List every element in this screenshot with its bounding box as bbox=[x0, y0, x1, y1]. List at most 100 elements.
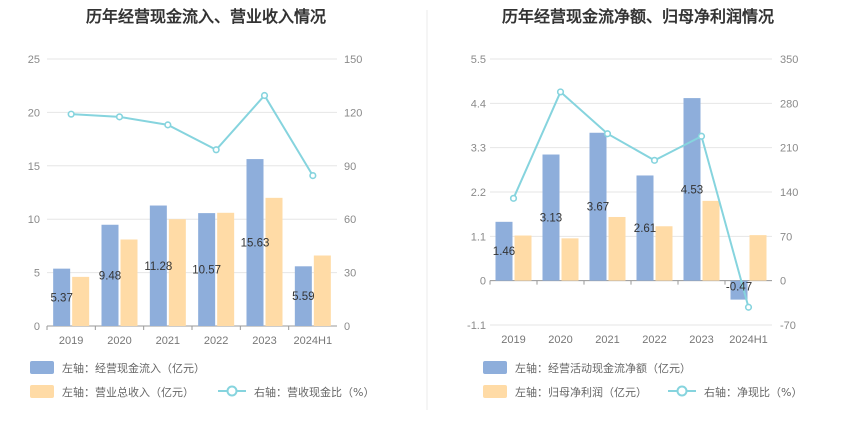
ratio-point[interactable] bbox=[164, 121, 172, 129]
bar-secondary[interactable] bbox=[265, 197, 283, 326]
legend: 左轴：经营活动现金流净额（亿元） 左轴：归母净利润（亿元） 右轴：净现比（%） bbox=[483, 361, 802, 399]
x-axis-tick-label: 2020 bbox=[107, 335, 131, 347]
right-axis-tick-label: 120 bbox=[344, 107, 362, 119]
x-axis-tick-label: 2024H1 bbox=[294, 335, 333, 347]
bar-data-label: 15.63 bbox=[241, 238, 270, 250]
legend-label-net-profit[interactable]: 左轴：归母净利润（亿元） bbox=[515, 385, 647, 399]
bar-primary[interactable] bbox=[246, 159, 264, 326]
ratio-point[interactable] bbox=[556, 88, 565, 96]
left-axis-tick-label: 3.3 bbox=[471, 143, 486, 155]
legend-marker-ratio bbox=[676, 385, 688, 397]
bar-secondary[interactable] bbox=[608, 216, 626, 281]
right-axis-tick-label: 90 bbox=[344, 161, 356, 173]
left-axis-tick-label: 5 bbox=[34, 268, 40, 280]
right-axis-tick-label: 150 bbox=[344, 54, 362, 66]
bar-secondary[interactable] bbox=[702, 200, 720, 281]
x-axis-tick-label: 2022 bbox=[642, 334, 666, 346]
ratio-point[interactable] bbox=[260, 91, 269, 100]
bar-primary[interactable] bbox=[636, 175, 654, 281]
ratio-point[interactable] bbox=[744, 303, 753, 311]
plot-area: 0 0 5 30 10 60 15 90 20 120 25 150 2019 2020 2021 2022 2… bbox=[28, 54, 363, 347]
bar-primary[interactable] bbox=[294, 266, 312, 326]
plot-area: -1.1 -70 0 0 1.1 70 2.2 140 3.3 210 4.4 280 5.5 350 20… bbox=[467, 54, 798, 346]
right-axis-tick-label: 210 bbox=[780, 143, 798, 155]
x-axis-tick-label: 2019 bbox=[59, 335, 83, 347]
left-axis-tick-label: 0 bbox=[34, 321, 40, 333]
bar-data-label: 3.67 bbox=[587, 202, 609, 214]
bar-secondary[interactable] bbox=[120, 239, 138, 326]
right-axis-tick-label: 140 bbox=[780, 187, 798, 199]
x-axis-tick-label: 2021 bbox=[156, 335, 180, 347]
bar-primary[interactable] bbox=[495, 221, 513, 281]
legend-swatch-net-cashflow bbox=[483, 361, 507, 374]
ratio-point[interactable] bbox=[212, 146, 220, 154]
bar-secondary[interactable] bbox=[514, 235, 532, 281]
legend-swatch-cash-inflow bbox=[30, 361, 54, 374]
ratio-point[interactable] bbox=[67, 110, 75, 118]
left-axis-tick-label: 5.5 bbox=[471, 54, 486, 66]
bar-data-label: 10.57 bbox=[192, 265, 221, 277]
bar-secondary[interactable] bbox=[655, 226, 673, 281]
ratio-point[interactable] bbox=[309, 171, 317, 180]
bar-secondary[interactable] bbox=[749, 235, 767, 281]
bar-primary[interactable] bbox=[542, 154, 560, 281]
bar-data-label: 5.37 bbox=[50, 292, 72, 304]
bar-data-label: -0.47 bbox=[726, 282, 752, 294]
bar-secondary[interactable] bbox=[217, 212, 235, 326]
legend-label-ratio[interactable]: 右轴：净现比（%） bbox=[704, 385, 802, 399]
left-axis-tick-label: 0 bbox=[480, 276, 486, 288]
left-axis-tick-label: 4.4 bbox=[471, 98, 486, 110]
chart-title: 历年经营现金流净额、归母净利润情况 bbox=[502, 7, 774, 26]
ratio-point[interactable] bbox=[650, 156, 659, 164]
bar-data-label: 5.59 bbox=[292, 291, 314, 303]
ratio-point[interactable] bbox=[115, 113, 124, 121]
x-axis-tick-label: 2022 bbox=[204, 335, 228, 347]
legend-marker-ratio bbox=[226, 385, 238, 397]
x-axis-tick-label: 2024H1 bbox=[729, 334, 768, 346]
legend-label-net-cashflow[interactable]: 左轴：经营活动现金流净额（亿元） bbox=[515, 361, 691, 375]
legend-label-cash-inflow[interactable]: 左轴：经营现金流入（亿元） bbox=[62, 361, 205, 375]
left-axis-tick-label: -1.1 bbox=[467, 320, 486, 332]
left-axis-tick-label: 2.2 bbox=[471, 187, 486, 199]
bar-data-label: 11.28 bbox=[144, 261, 172, 273]
x-axis-tick-label: 2021 bbox=[595, 334, 619, 346]
right-axis-tick-label: 70 bbox=[780, 231, 792, 243]
chart-panel-cashflow-inflow: 历年经营现金流入、营业收入情况 0 0 5 30 10 60 15 90 20 120 25 150 2… bbox=[28, 7, 375, 399]
right-axis-tick-label: 0 bbox=[780, 276, 786, 288]
legend: 左轴：经营现金流入（亿元） 左轴：营业总收入（亿元） 右轴：营收现金比（%） bbox=[30, 361, 374, 399]
bar-data-label: 9.48 bbox=[99, 270, 121, 282]
right-axis-tick-label: 350 bbox=[780, 54, 798, 66]
legend-label-ratio[interactable]: 右轴：营收现金比（%） bbox=[254, 385, 374, 399]
bar-primary[interactable] bbox=[101, 224, 119, 326]
right-axis-tick-label: 30 bbox=[344, 268, 356, 280]
bar-secondary[interactable] bbox=[72, 276, 90, 326]
chart-title: 历年经营现金流入、营业收入情况 bbox=[86, 7, 326, 26]
bar-data-label: 4.53 bbox=[681, 184, 703, 196]
bar-data-label: 2.61 bbox=[634, 223, 656, 235]
x-axis-tick-label: 2023 bbox=[252, 335, 276, 347]
legend-swatch-net-profit bbox=[483, 385, 507, 398]
legend-swatch-revenue bbox=[30, 385, 54, 398]
ratio-point[interactable] bbox=[697, 132, 706, 140]
ratio-line bbox=[512, 90, 750, 308]
left-axis-tick-label: 25 bbox=[28, 54, 40, 66]
bar-primary[interactable] bbox=[53, 268, 71, 326]
bar-secondary[interactable] bbox=[168, 219, 186, 326]
bar-data-label: 3.13 bbox=[540, 213, 562, 225]
x-axis-tick-label: 2019 bbox=[501, 334, 525, 346]
right-axis-tick-label: 0 bbox=[344, 321, 350, 333]
legend-label-revenue[interactable]: 左轴：营业总收入（亿元） bbox=[62, 385, 194, 399]
right-axis-tick-label: 280 bbox=[780, 98, 798, 110]
bar-primary[interactable] bbox=[589, 132, 607, 281]
ratio-point[interactable] bbox=[509, 194, 518, 202]
bar-primary[interactable] bbox=[149, 205, 167, 326]
bar-primary[interactable] bbox=[198, 213, 216, 326]
left-axis-tick-label: 1.1 bbox=[471, 231, 486, 243]
bar-secondary[interactable] bbox=[313, 255, 331, 326]
bar-data-label: 1.46 bbox=[493, 246, 515, 258]
left-axis-tick-label: 15 bbox=[28, 161, 40, 173]
left-axis-tick-label: 20 bbox=[28, 107, 40, 119]
bar-secondary[interactable] bbox=[561, 238, 579, 281]
ratio-point[interactable] bbox=[603, 130, 612, 138]
